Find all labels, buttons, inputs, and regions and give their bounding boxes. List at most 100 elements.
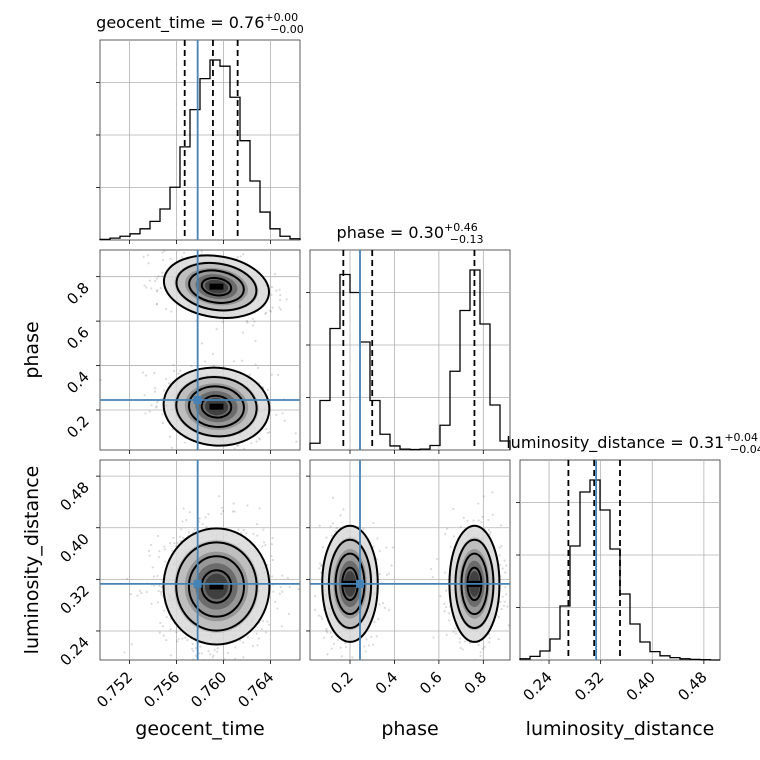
sample-point [281,574,284,577]
sample-point [364,650,367,653]
sample-point [168,250,171,251]
sample-point [182,536,185,540]
sample-point [283,419,286,422]
sample-point [366,664,368,666]
sample-point [260,627,263,631]
sample-point [432,636,435,639]
sample-point [185,250,188,251]
sample-point [463,640,467,643]
title-param-name: luminosity_distance [506,433,665,453]
sample-point [205,526,208,529]
sample-point [192,658,195,660]
x-axis-label-geocent_time: geocent_time [135,718,264,740]
title-minus: −0.04 [730,443,760,456]
sample-point [163,545,166,548]
sample-point [233,447,236,450]
sample-point [264,631,268,634]
sample-point [143,284,146,287]
sample-point [487,518,490,521]
sample-point [158,550,161,553]
title-median: 0.31 [689,433,725,452]
sample-point [204,360,207,363]
sample-point [295,440,298,443]
title-minus: −0.13 [450,233,484,246]
sample-point [375,635,378,638]
sample-point [368,666,370,668]
sample-point [459,637,462,640]
sample-point [160,593,163,596]
sample-point [500,545,503,548]
sample-point [448,612,451,615]
sample-point [452,507,455,511]
x-tick-label: 0.24 [520,668,556,704]
sample-point [216,650,219,653]
sample-point [179,369,182,372]
sample-point [371,643,375,646]
sample-point [507,624,510,627]
sample-point [286,576,289,580]
sample-point [505,564,508,567]
sample-point [307,572,309,574]
sample-point [164,560,167,563]
sample-point [262,528,265,531]
sample-point [381,601,385,605]
sample-point [155,302,159,305]
sample-point [281,412,284,415]
contour-line [162,527,271,646]
sample-point [278,288,281,291]
sample-point [156,574,159,578]
sample-point [270,554,273,558]
sample-point [161,271,164,275]
sample-point [161,251,164,254]
sample-point [329,631,332,634]
sample-point [255,523,259,526]
y-tick-label: 0.4 [63,368,93,398]
sample-point [183,251,186,254]
title-equals: = [385,223,409,242]
sample-point [452,535,455,538]
sample-point [170,310,173,313]
sample-point [182,507,185,510]
sample-point [297,587,300,591]
sample-point [139,589,142,592]
sample-point [241,641,245,644]
sample-point [226,651,230,655]
sample-point [499,563,502,566]
sample-point [154,279,157,283]
sample-point [191,647,194,650]
sample-point [143,394,146,397]
sample-point [200,342,204,345]
sample-point [294,432,297,435]
sample-point [498,546,501,549]
sample-point [191,642,194,646]
sample-point [162,259,165,262]
sample-point [237,444,240,447]
sample-point [194,654,198,657]
sample-point [326,631,329,634]
sample-point [269,310,272,313]
sample-point [387,609,391,612]
sample-point [257,663,259,665]
sample-point [163,548,166,551]
title-median: 0.76 [229,13,265,32]
sample-point [479,654,482,658]
x-tick-label: 0.764 [234,668,277,711]
panel-title-geocent_time: geocent_time = 0.76+0.00 −0.00 [96,11,304,36]
sample-point [281,590,284,593]
sample-point [278,592,281,595]
histogram-geocent_time [99,59,301,241]
sample-point [501,567,504,570]
sample-point [477,502,480,505]
sample-point [330,534,333,537]
contour-line [162,366,271,447]
sample-point [198,517,201,520]
title-plus: +0.46 [444,221,478,234]
sample-point [188,531,191,534]
sample-point [185,519,188,522]
sample-point [236,256,239,259]
sample-point [144,374,148,377]
sample-point [148,410,151,413]
sample-point [439,595,442,598]
sample-point [235,659,238,660]
sample-point [465,663,467,665]
